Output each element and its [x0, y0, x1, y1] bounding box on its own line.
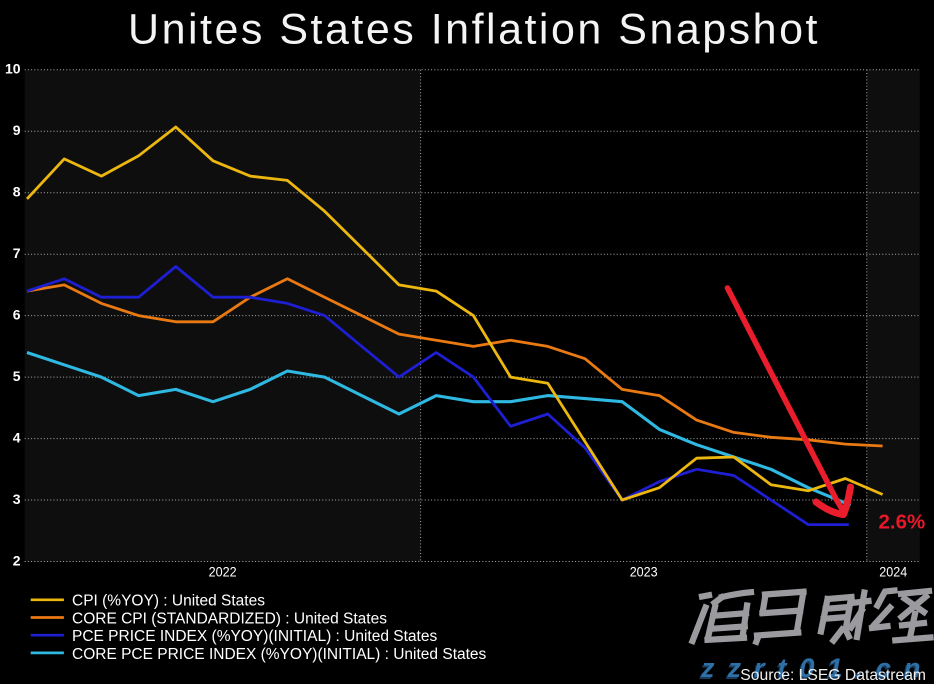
svg-text:2024: 2024: [879, 564, 907, 579]
svg-text:Source: LSEG Datastream: Source: LSEG Datastream: [740, 667, 926, 684]
svg-text:2.6%: 2.6%: [879, 511, 926, 534]
svg-text:5: 5: [13, 368, 21, 384]
svg-text:4: 4: [13, 430, 21, 446]
svg-text:CORE CPI (STANDARDIZED) : Unit: CORE CPI (STANDARDIZED) : United States: [72, 610, 387, 627]
svg-text:2022: 2022: [209, 564, 237, 579]
svg-text:6: 6: [13, 307, 21, 323]
svg-text:CORE PCE PRICE INDEX (%YOY)(IN: CORE PCE PRICE INDEX (%YOY)(INITIAL) : U…: [72, 646, 487, 663]
svg-text:8: 8: [13, 184, 21, 200]
svg-text:PCE PRICE INDEX (%YOY)(INITIAL: PCE PRICE INDEX (%YOY)(INITIAL) : United…: [72, 628, 437, 645]
svg-text:zzrt01.cn: zzrt01.cn: [699, 655, 933, 684]
svg-text:CPI (%YOY) : United States: CPI (%YOY) : United States: [72, 593, 265, 610]
svg-text:9: 9: [13, 122, 21, 138]
svg-text:2: 2: [13, 552, 21, 568]
svg-text:zzrt01.cn: zzrt01.cn: [700, 653, 934, 683]
svg-text:10: 10: [5, 61, 21, 77]
svg-text:2023: 2023: [630, 564, 658, 579]
svg-text:3: 3: [13, 491, 21, 507]
svg-text:7: 7: [13, 245, 21, 261]
svg-text:Unites States Inflation Snapsh: Unites States Inflation Snapshot: [128, 6, 820, 54]
